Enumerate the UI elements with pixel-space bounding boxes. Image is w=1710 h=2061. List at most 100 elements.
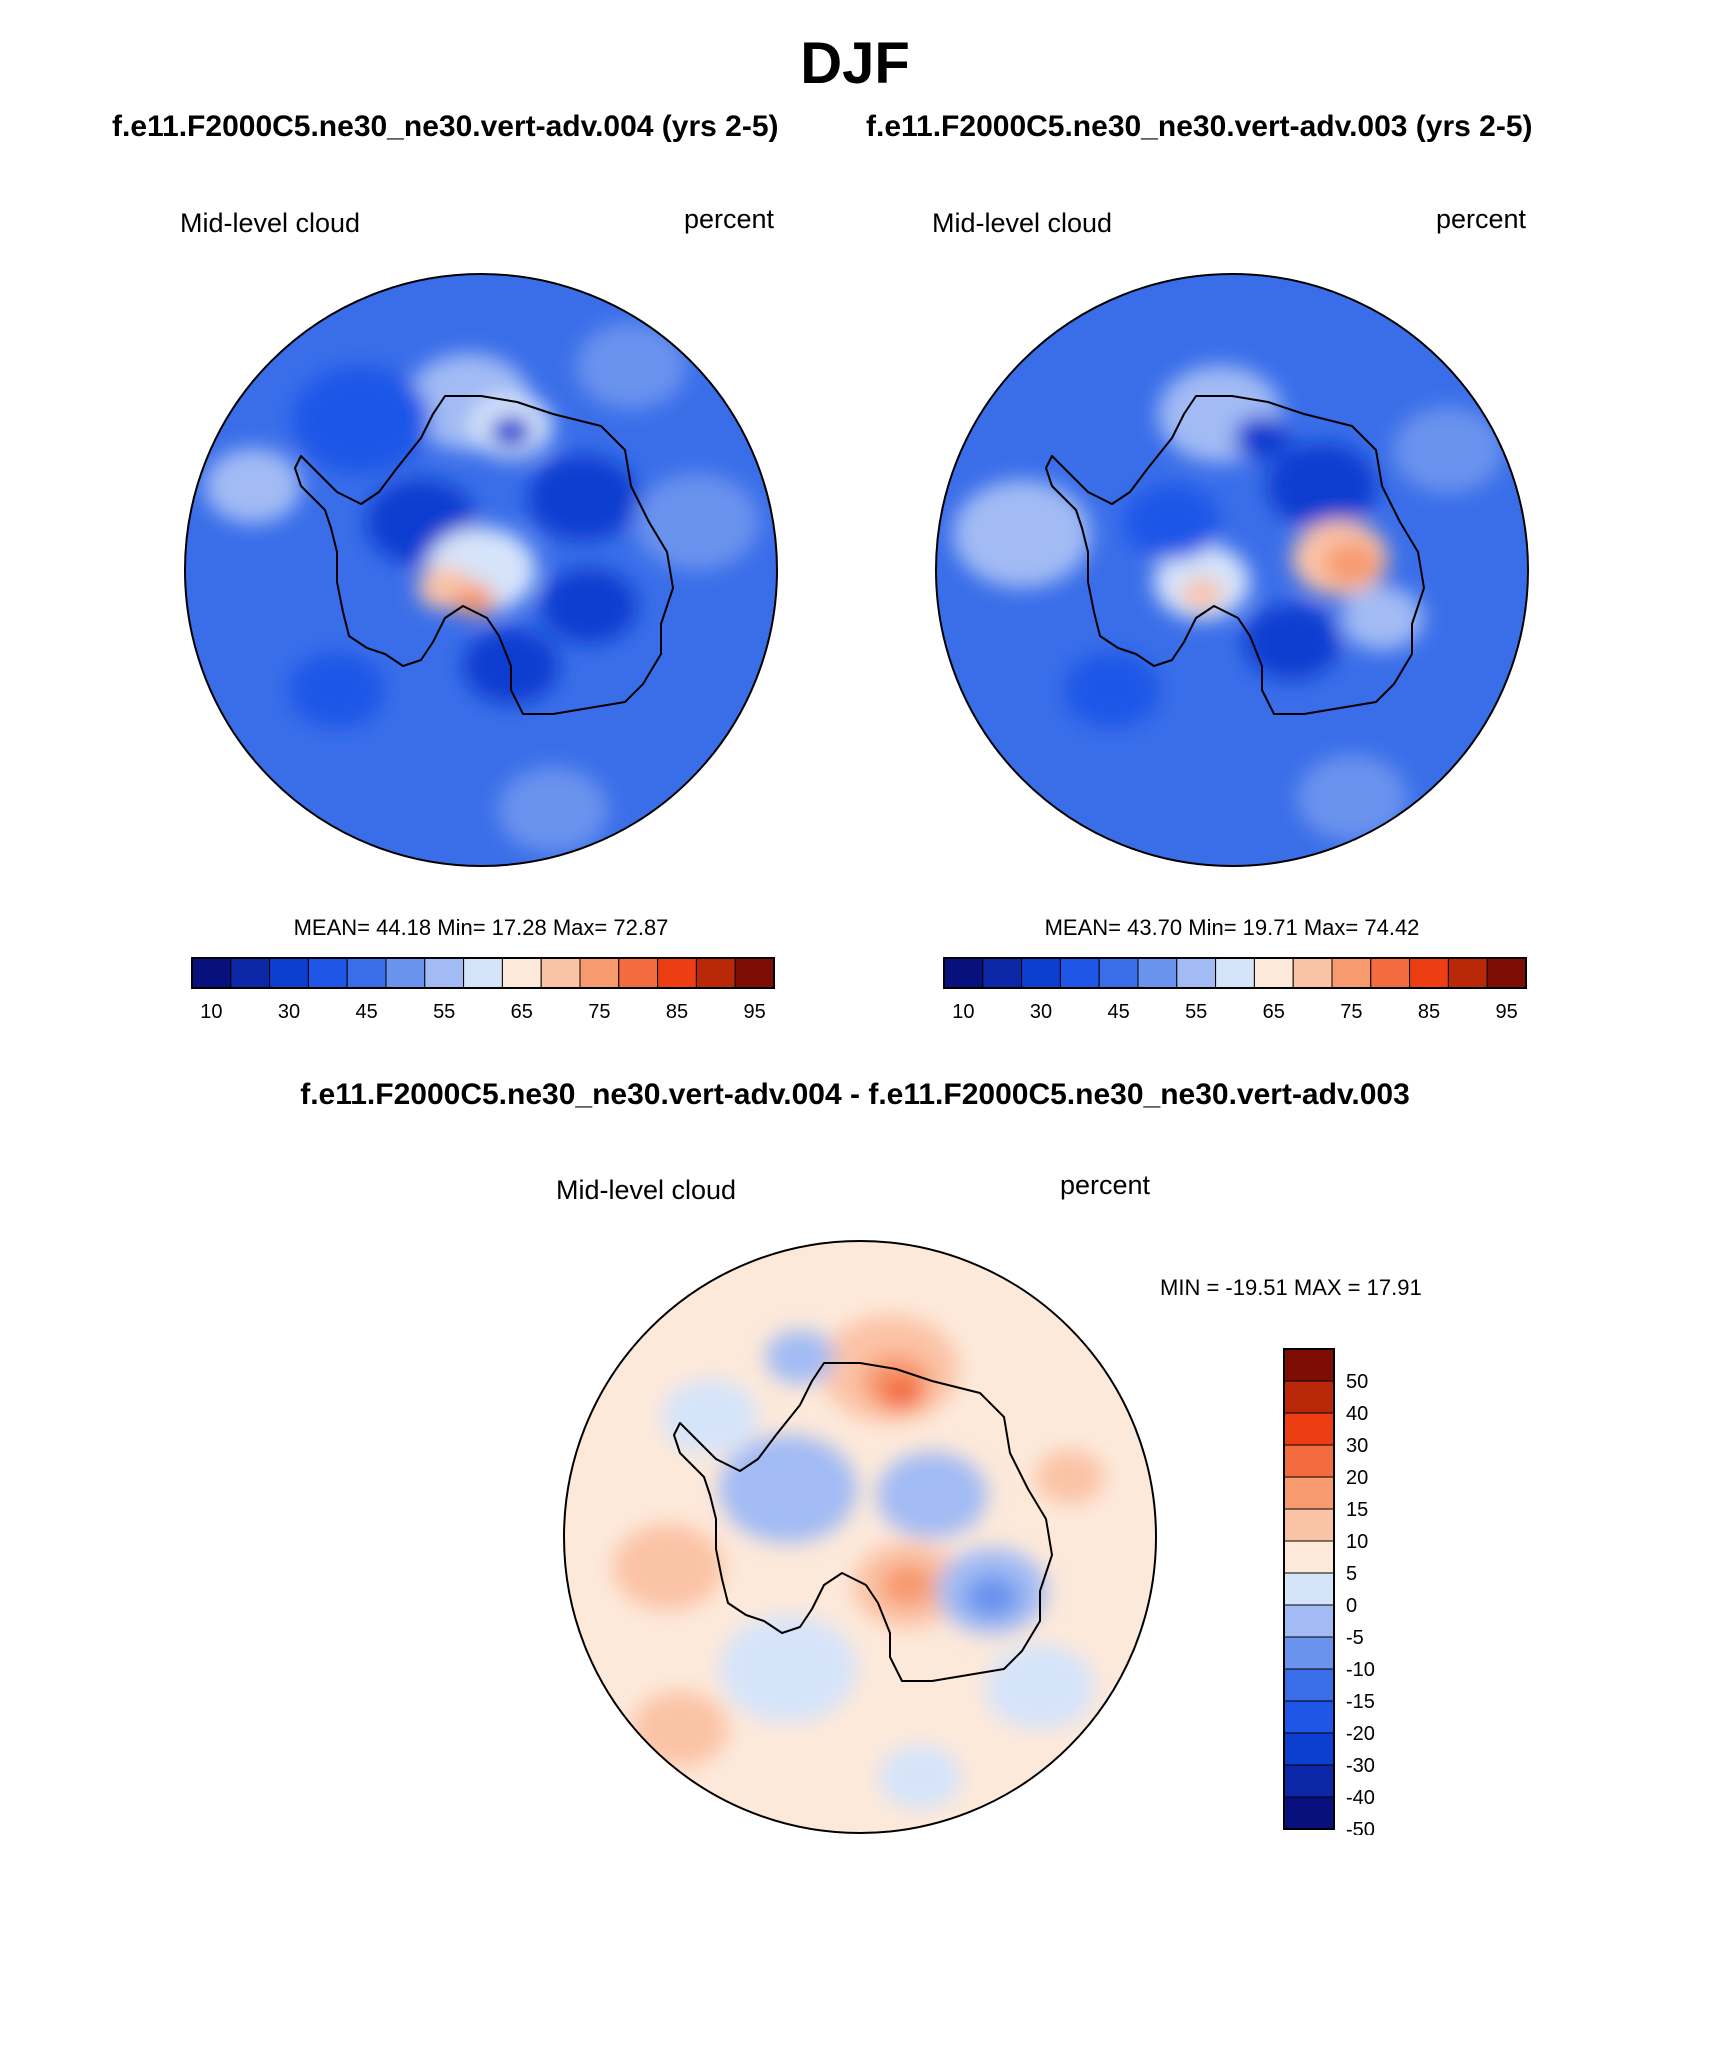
- colorbar-box-7: [1215, 957, 1255, 989]
- panel2-variable-label: Mid-level cloud: [932, 208, 1113, 238]
- colorbar-tick-label: 50: [1346, 1371, 1368, 1393]
- diff-variable-label: Mid-level cloud: [556, 1175, 737, 1205]
- colorbar-tick-label: 0: [1346, 1595, 1357, 1617]
- figure-title: DJF: [800, 31, 910, 96]
- colorbar-box-9: [1292, 957, 1333, 989]
- panel1-units-label: percent: [684, 204, 775, 234]
- colorbar-box-10: [1283, 1668, 1335, 1702]
- colorbar-tick-label: -50: [1346, 1819, 1375, 1835]
- colorbar-frame: [943, 957, 1527, 989]
- colorbar-tick-label: 5: [1346, 1563, 1357, 1585]
- colorbar-box-0: [943, 957, 984, 989]
- colorbar-box-12: [1283, 1732, 1335, 1766]
- colorbar-box-11: [1283, 1700, 1335, 1734]
- colorbar-tick-label: 30: [1030, 1001, 1052, 1023]
- contour-region-16: [878, 1744, 962, 1810]
- contour-region-2: [881, 1376, 923, 1410]
- colorbar-tick-label: 30: [278, 1001, 300, 1023]
- colorbar-box-3: [1283, 1444, 1335, 1478]
- antarctica-coastline: [1045, 395, 1425, 715]
- left-panel-subtitle: f.e11.F2000C5.ne30_ne30.vert-adv.004 (yr…: [112, 110, 779, 143]
- colorbar-tick-label: 95: [1495, 1001, 1517, 1023]
- colorbar-box-4: [1283, 1476, 1335, 1510]
- colorbar-tick-label: 75: [588, 1001, 610, 1023]
- contour-region-11: [631, 1691, 729, 1767]
- contour-region-15: [288, 652, 386, 728]
- contour-region-10: [292, 366, 430, 474]
- contour-region-7: [880, 1563, 936, 1607]
- contour-region-7: [1243, 604, 1341, 680]
- colorbar-box-0: [1283, 1348, 1335, 1382]
- colorbar-box-6: [424, 957, 465, 989]
- colorbar-tick-label: -30: [1346, 1755, 1375, 1777]
- colorbar-box-3: [307, 957, 348, 989]
- colorbar-box-10: [1331, 957, 1372, 989]
- colorbar-box-9: [1283, 1636, 1335, 1670]
- colorbar-tick-label: 10: [952, 1001, 974, 1023]
- colorbar-box-3: [1059, 957, 1100, 989]
- contour-region-15: [661, 1379, 759, 1455]
- colorbar-frame: [191, 957, 775, 989]
- panel1-polar-map: [184, 273, 778, 867]
- panel1-stats: MEAN= 44.18 Min= 17.28 Max= 72.87: [293, 915, 669, 940]
- colorbar-box-11: [618, 957, 659, 989]
- colorbar-frame: [1283, 1348, 1335, 1830]
- contour-region-7: [454, 583, 496, 617]
- contour-region-9: [1340, 585, 1424, 651]
- contour-region-9: [964, 1575, 1020, 1619]
- colorbar-box-1: [230, 957, 271, 989]
- colorbar-box-2: [1283, 1412, 1335, 1446]
- contour-region-4: [1324, 542, 1380, 586]
- colorbar-box-12: [1409, 957, 1449, 989]
- antarctica-coastline: [294, 395, 674, 715]
- contour-region-12: [719, 1615, 857, 1723]
- colorbar-tick-label: 20: [1346, 1467, 1368, 1489]
- colorbar-tick-label: 45: [355, 1001, 377, 1023]
- contour-region-2: [490, 415, 532, 449]
- colorbar-tick-label: 40: [1346, 1403, 1368, 1425]
- colorbar-box-1: [1283, 1380, 1335, 1414]
- antarctica-coastline: [673, 1362, 1053, 1682]
- colorbar-box-0: [191, 957, 232, 989]
- colorbar-tick-label: 65: [511, 1001, 533, 1023]
- colorbar-tick-label: 30: [1346, 1435, 1368, 1457]
- contour-region-10: [612, 1523, 724, 1611]
- contour-region-14: [575, 322, 687, 410]
- colorbar-box-4: [1098, 957, 1139, 989]
- contour-region-2: [1266, 442, 1378, 530]
- contour-region-3: [527, 454, 639, 542]
- colorbar-box-7: [1283, 1572, 1335, 1606]
- colorbar-tick-label: 10: [200, 1001, 222, 1023]
- contour-region-4: [765, 1330, 835, 1384]
- colorbar-tick-label: 55: [1185, 1001, 1207, 1023]
- colorbar-box-1: [982, 957, 1023, 989]
- colorbar-box-14: [734, 957, 775, 989]
- colorbar-tick-label: 45: [1107, 1001, 1129, 1023]
- panel2-polar-map: [935, 273, 1529, 867]
- colorbar-box-8: [1253, 957, 1294, 989]
- colorbar-box-11: [1370, 957, 1411, 989]
- contour-region-8: [1123, 484, 1221, 560]
- contour-region-3: [719, 1435, 857, 1543]
- colorbar-box-6: [1176, 957, 1217, 989]
- contour-region-14: [1035, 1450, 1105, 1504]
- colorbar-box-14: [1486, 957, 1527, 989]
- colorbar-box-9: [540, 957, 581, 989]
- colorbar-tick-label: -20: [1346, 1723, 1375, 1745]
- panel1-colorbar: 10 30 45 55 65 75 85 95: [191, 957, 775, 1023]
- colorbar-box-5: [1283, 1508, 1335, 1542]
- colorbar-tick-label: -40: [1346, 1787, 1375, 1809]
- contour-region-12: [204, 448, 302, 524]
- contour-region-8: [540, 568, 638, 644]
- colorbar-box-13: [1283, 1764, 1335, 1798]
- map-field: [936, 274, 1528, 866]
- colorbar-tick-label: 75: [1340, 1001, 1362, 1023]
- colorbar-box-13: [695, 957, 736, 989]
- colorbar-tick-label: 55: [433, 1001, 455, 1023]
- map-boundary: [184, 273, 778, 867]
- colorbar-box-10: [579, 957, 620, 989]
- panel2-colorbar: 10 30 45 55 65 75 85 95: [943, 957, 1527, 1023]
- colorbar-tick-label: -15: [1346, 1691, 1375, 1713]
- map-boundary: [935, 273, 1529, 867]
